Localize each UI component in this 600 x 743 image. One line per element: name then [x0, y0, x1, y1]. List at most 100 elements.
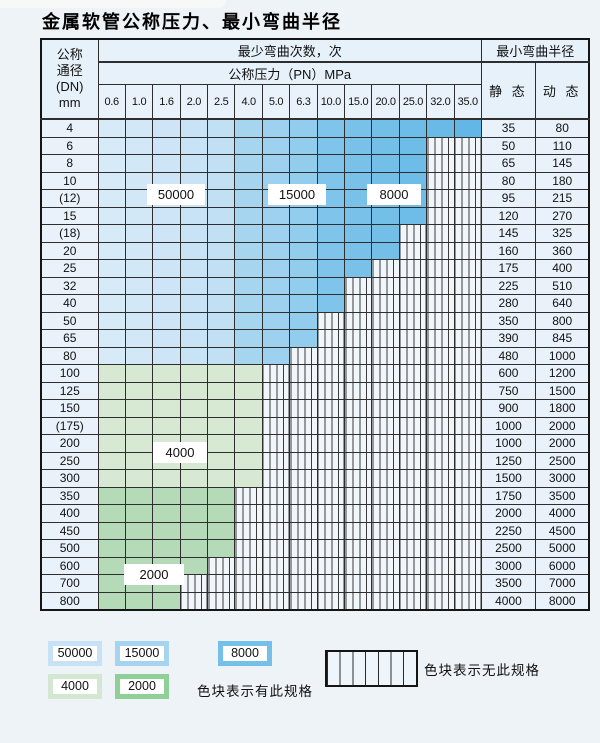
spec-unavailable-cell — [426, 574, 455, 593]
static-radius-cell: 600 — [480, 364, 536, 383]
spec-unavailable-cell — [426, 434, 455, 453]
spec-available-cell — [97, 259, 126, 278]
dynamic-radius-cell: 110 — [534, 136, 590, 155]
page-title: 金属软管公称压力、最小弯曲半径 — [42, 12, 342, 32]
spec-unavailable-cell — [316, 469, 346, 488]
static-radius-cell: 2500 — [480, 539, 536, 558]
spec-available-cell — [179, 329, 209, 348]
spec-unavailable-cell — [371, 521, 400, 540]
spec-unavailable-cell — [398, 574, 428, 593]
spec-unavailable-cell — [289, 381, 318, 400]
spec-unavailable-cell — [453, 504, 482, 523]
spec-available-cell — [398, 206, 428, 225]
spec-unavailable-cell — [344, 399, 373, 418]
spec-unavailable-cell — [261, 381, 291, 400]
spec-unavailable-cell — [426, 469, 455, 488]
spec-unavailable-cell — [371, 399, 400, 418]
spec-unavailable-cell — [316, 434, 346, 453]
spec-available-cell — [97, 521, 126, 540]
spec-unavailable-cell — [453, 224, 482, 243]
spec-available-cell — [124, 416, 154, 435]
spec-available-cell — [234, 434, 263, 453]
spec-unavailable-cell — [453, 329, 482, 348]
spec-available-cell — [97, 118, 126, 138]
spec-unavailable-cell — [371, 451, 400, 470]
static-radius-cell: 1000 — [480, 434, 536, 453]
static-radius-cell: 750 — [480, 381, 536, 400]
spec-available-cell — [234, 346, 263, 365]
spec-unavailable-cell — [426, 189, 455, 208]
dynamic-radius-cell: 400 — [534, 259, 590, 278]
spec-unavailable-cell — [453, 346, 482, 365]
dynamic-radius-cell: 1500 — [534, 381, 590, 400]
spec-unavailable-cell — [453, 276, 482, 295]
dn-cell: 100 — [40, 364, 99, 383]
spec-unavailable-cell — [426, 206, 455, 225]
static-radius-cell: 1250 — [480, 451, 536, 470]
spec-available-cell — [152, 504, 181, 523]
spec-available-cell — [207, 364, 236, 383]
spec-available-cell — [453, 118, 482, 138]
spec-available-cell — [152, 486, 181, 505]
spec-unavailable-cell — [453, 486, 482, 505]
spec-unavailable-cell — [398, 224, 428, 243]
table-row: 500 2500 5000 — [40, 539, 590, 558]
spec-available-cell — [207, 329, 236, 348]
static-radius-cell: 900 — [480, 399, 536, 418]
spec-unavailable-cell — [398, 416, 428, 435]
spec-unavailable-cell — [426, 154, 455, 173]
spec-unavailable-cell — [398, 364, 428, 383]
spec-available-cell — [261, 241, 291, 260]
spec-available-cell — [261, 346, 291, 365]
spec-unavailable-cell — [234, 539, 263, 558]
spec-unavailable-cell — [316, 329, 346, 348]
spec-available-cell — [261, 294, 291, 313]
spec-available-cell — [344, 259, 373, 278]
spec-available-cell — [289, 136, 318, 155]
spec-unavailable-cell — [234, 504, 263, 523]
dynamic-radius-cell: 6000 — [534, 556, 590, 575]
spec-available-cell — [316, 224, 346, 243]
cycle-label-50000: 50000 — [147, 184, 205, 205]
spec-available-cell — [207, 206, 236, 225]
spec-unavailable-cell — [289, 346, 318, 365]
spec-unavailable-cell — [316, 486, 346, 505]
spec-unavailable-cell — [453, 189, 482, 208]
spec-unavailable-cell — [371, 346, 400, 365]
spec-unavailable-cell — [398, 259, 428, 278]
spec-available-cell — [152, 154, 181, 173]
spec-available-cell — [97, 451, 126, 470]
spec-available-cell — [179, 311, 209, 330]
spec-available-cell — [152, 224, 181, 243]
spec-unavailable-cell — [261, 591, 291, 611]
table-row: 300 1500 3000 — [40, 469, 590, 488]
spec-available-cell — [179, 241, 209, 260]
spec-unavailable-cell — [261, 556, 291, 575]
pressure-tick: 2.0 — [179, 84, 209, 120]
legend-swatch-2000: 2000 — [115, 674, 169, 699]
spec-unavailable-cell — [453, 399, 482, 418]
spec-available-cell — [124, 469, 154, 488]
legend-no-spec-text: 色块表示无此规格 — [424, 663, 540, 678]
spec-unavailable-cell — [426, 399, 455, 418]
spec-unavailable-cell — [453, 574, 482, 593]
spec-unavailable-cell — [398, 311, 428, 330]
spec-available-cell — [97, 416, 126, 435]
static-radius-cell: 175 — [480, 259, 536, 278]
spec-available-cell — [97, 311, 126, 330]
spec-available-cell — [124, 434, 154, 453]
spec-available-cell — [371, 241, 400, 260]
spec-available-cell — [179, 346, 209, 365]
spec-unavailable-cell — [398, 591, 428, 611]
spec-unavailable-cell — [426, 329, 455, 348]
spec-available-cell — [179, 136, 209, 155]
spec-available-cell — [97, 154, 126, 173]
spec-available-cell — [371, 136, 400, 155]
spec-available-cell — [152, 259, 181, 278]
spec-unavailable-cell — [398, 381, 428, 400]
spec-unavailable-cell — [344, 556, 373, 575]
spec-unavailable-cell — [398, 346, 428, 365]
spec-unavailable-cell — [426, 556, 455, 575]
cycles-header-cell: 最少弯曲次数，次 — [97, 38, 482, 63]
static-header-cell: 静 态 — [480, 61, 536, 120]
